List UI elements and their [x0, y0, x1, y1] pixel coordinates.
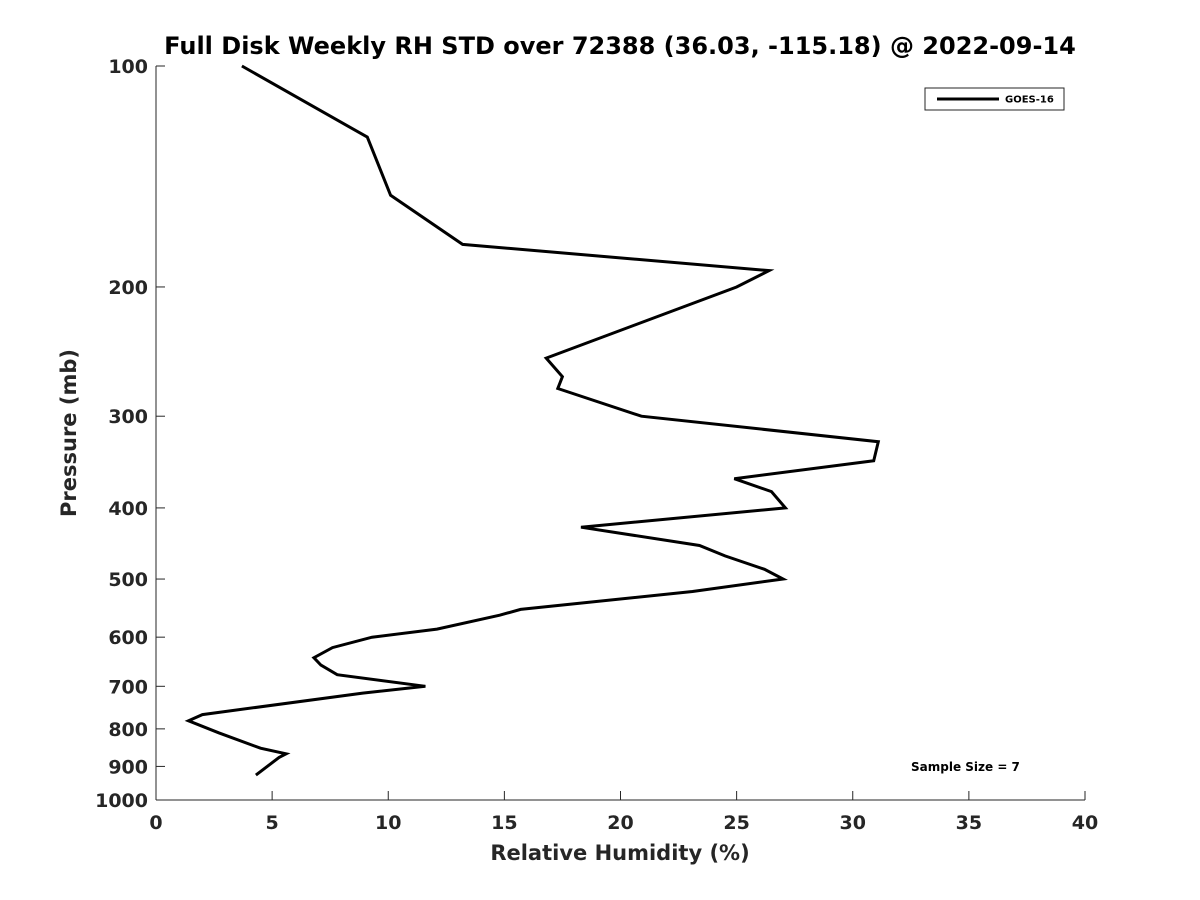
y-tick-label: 1000: [95, 790, 148, 812]
x-tick-label: 40: [1072, 812, 1098, 834]
x-tick-label: 15: [491, 812, 517, 834]
y-tick-label: 100: [108, 56, 148, 78]
y-tick-label: 300: [108, 406, 148, 428]
y-tick-label: 900: [108, 756, 148, 778]
y-tick-label: 600: [108, 627, 148, 649]
chart-title: Full Disk Weekly RH STD over 72388 (36.0…: [164, 32, 1076, 60]
legend-entry-goes-16: GOES-16: [1005, 95, 1054, 106]
sample-size-annotation: Sample Size = 7: [911, 760, 1020, 774]
x-tick-label: 20: [607, 812, 633, 834]
y-tick-label: 800: [108, 719, 148, 741]
x-tick-label: 5: [266, 812, 279, 834]
x-tick-label: 30: [840, 812, 866, 834]
x-tick-label: 0: [149, 812, 162, 834]
y-tick-label: 700: [108, 676, 148, 698]
x-axis-label: Relative Humidity (%): [490, 841, 749, 865]
legend: GOES-16: [924, 87, 1065, 111]
x-tick-label: 35: [956, 812, 982, 834]
y-tick-label: 500: [108, 569, 148, 591]
x-tick-label: 10: [375, 812, 401, 834]
x-tick-label: 25: [723, 812, 749, 834]
y-tick-label: 200: [108, 277, 148, 299]
x-axis-ticks: 0 5 10 15 20 25 30 35 40: [149, 791, 1098, 834]
series-line-goes-16: [184, 64, 881, 777]
y-axis-ticks: 100 200 300 400 500 600 700 800 900 1000: [95, 56, 165, 812]
y-tick-label: 400: [108, 498, 148, 520]
y-axis-label: Pressure (mb): [57, 349, 81, 517]
